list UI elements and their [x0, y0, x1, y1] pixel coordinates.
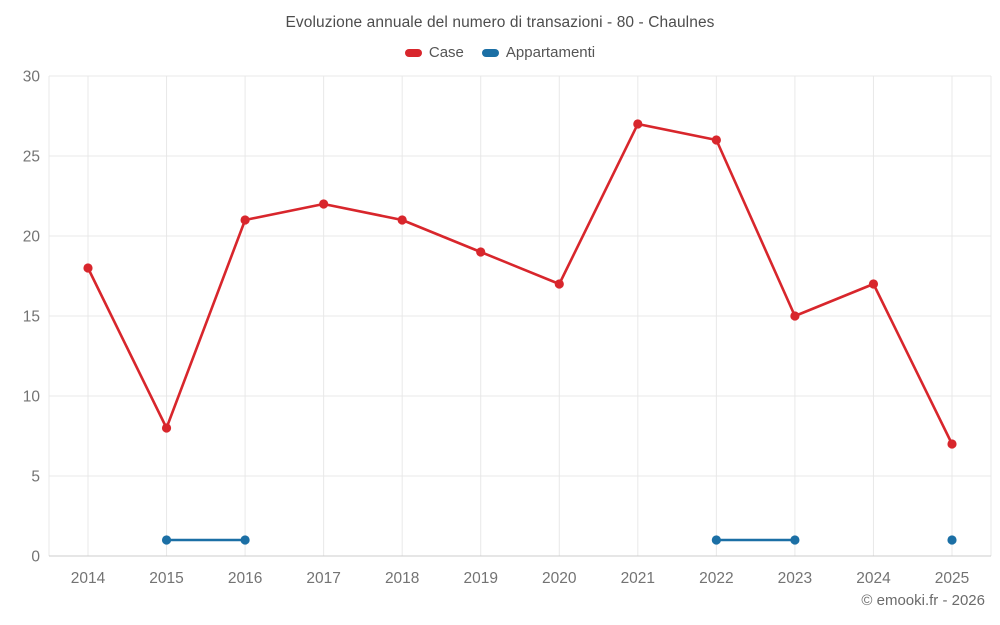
- data-point-case: [554, 279, 564, 289]
- data-point-case: [790, 311, 800, 321]
- data-point-case: [83, 263, 93, 273]
- x-tick-label: 2021: [621, 570, 655, 587]
- y-tick-label: 20: [23, 229, 41, 246]
- chart-title: Evoluzione annuale del numero di transaz…: [285, 14, 715, 31]
- y-tick-label: 5: [31, 469, 40, 486]
- x-tick-label: 2016: [228, 570, 262, 587]
- x-tick-label: 2020: [542, 570, 577, 587]
- data-point-appartamenti: [240, 535, 250, 545]
- legend-label-case: Case: [428, 44, 464, 61]
- x-tick-label: 2019: [463, 570, 497, 587]
- data-point-case: [947, 439, 957, 449]
- data-point-case: [633, 119, 643, 129]
- copyright-attribution: © emooki.fr - 2026: [861, 592, 985, 609]
- data-point-case: [161, 423, 172, 433]
- data-point-case: [397, 215, 407, 225]
- case-swatch-icon: [404, 48, 422, 57]
- y-tick-label: 25: [23, 149, 40, 166]
- data-point-case: [476, 247, 486, 257]
- legend-item-case[interactable]: Case: [404, 44, 464, 61]
- x-tick-label: 2018: [385, 570, 419, 587]
- legend-label-appartamenti: Appartamenti: [505, 44, 596, 61]
- x-tick-label: 2022: [699, 570, 733, 587]
- x-tick-label: 2014: [71, 570, 106, 587]
- data-point-appartamenti: [161, 535, 172, 545]
- x-tick-label: 2017: [306, 570, 340, 587]
- data-point-case: [711, 135, 721, 145]
- y-tick-label: 10: [23, 389, 41, 406]
- y-tick-label: 30: [23, 69, 41, 86]
- data-point-appartamenti: [947, 535, 957, 545]
- appartamenti-swatch-icon: [481, 48, 499, 57]
- series-line-case: [86, 122, 954, 446]
- data-point-appartamenti: [790, 535, 800, 545]
- x-tick-label: 2025: [935, 570, 969, 587]
- data-point-case: [319, 199, 329, 209]
- data-point-appartamenti: [711, 535, 721, 545]
- x-tick-label: 2023: [778, 570, 812, 587]
- data-point-case: [868, 279, 879, 289]
- data-point-case: [240, 215, 250, 225]
- x-tick-label: 2024: [856, 570, 891, 587]
- x-tick-label: 2015: [149, 570, 183, 587]
- y-tick-label: 15: [23, 309, 40, 326]
- y-tick-label: 0: [31, 549, 40, 566]
- legend-item-appartamenti[interactable]: Appartamenti: [481, 44, 596, 61]
- chart-legend: Case Appartamenti: [0, 44, 1000, 61]
